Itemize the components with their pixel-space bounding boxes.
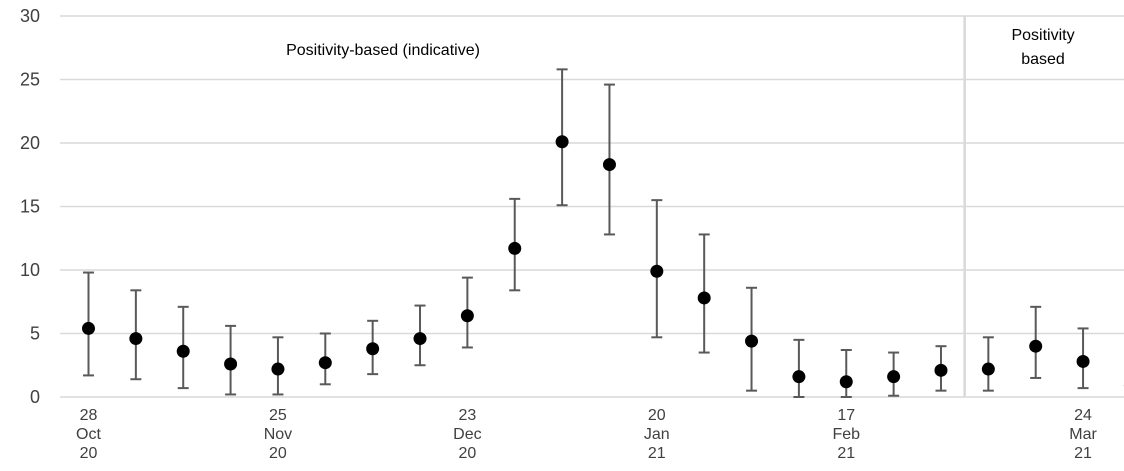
x-tick-label-0-line1: 28 [80, 407, 98, 424]
x-tick-label-0-line3: 20 [80, 445, 98, 462]
period-annotations: Positivity-based (indicative) Positivity… [286, 27, 1074, 68]
data-point-19 [981, 362, 995, 376]
y-tick-label-10: 10 [20, 260, 40, 280]
x-tick-label-4-line1: 25 [269, 407, 287, 424]
data-point-9 [508, 241, 522, 255]
x-tick-label-4-line2: Nov [264, 426, 292, 443]
data-points [82, 135, 1124, 389]
x-tick-label-21-line3: 21 [1074, 445, 1092, 462]
data-point-10 [555, 135, 569, 149]
data-point-15 [792, 370, 806, 384]
data-point-6 [366, 342, 380, 356]
data-point-11 [602, 158, 616, 172]
data-point-5 [318, 356, 332, 370]
data-point-12 [650, 264, 664, 278]
period-label-positivity-line1: Positivity [1011, 27, 1074, 44]
x-tick-label-8-line1: 23 [458, 407, 476, 424]
x-tick-label-4-line3: 20 [269, 445, 287, 462]
y-tick-label-30: 30 [20, 6, 40, 26]
y-tick-label-25: 25 [20, 70, 40, 90]
data-point-17 [887, 370, 901, 384]
x-tick-label-12-line1: 20 [648, 407, 666, 424]
x-tick-label-21-line1: 24 [1074, 407, 1092, 424]
x-tick-label-16-line1: 17 [837, 407, 855, 424]
y-axis-tick-labels: 0 5 10 15 20 25 30 [20, 6, 40, 407]
x-tick-label-12-line2: Jan [644, 426, 670, 443]
error-bars [83, 68, 1089, 398]
data-point-18 [934, 363, 948, 377]
data-point-3 [224, 357, 238, 371]
data-point-13 [697, 291, 711, 305]
data-point-0 [82, 321, 95, 335]
data-point-21 [1076, 354, 1090, 368]
x-tick-label-21-line2: Mar [1069, 426, 1097, 443]
data-point-2 [176, 344, 190, 358]
data-point-20 [1029, 339, 1043, 353]
x-axis-date-labels: 28 Oct 20 25 Nov 20 23 Dec 20 20 Jan 21 17 Feb 21 24 Mar… [76, 407, 1097, 462]
y-tick-label-5: 5 [30, 324, 40, 344]
data-point-7 [413, 332, 427, 346]
x-tick-label-12-line3: 21 [648, 445, 666, 462]
period-label-indicative: Positivity-based (indicative) [286, 42, 480, 59]
x-tick-label-8-line2: Dec [453, 426, 481, 443]
data-point-16 [839, 375, 853, 389]
data-point-1 [129, 332, 143, 346]
x-tick-label-8-line3: 20 [458, 445, 476, 462]
error-bar-16 [840, 349, 852, 398]
x-tick-label-16-line3: 21 [837, 445, 855, 462]
y-tick-label-15: 15 [20, 197, 40, 217]
gridlines [60, 15, 1124, 398]
x-tick-label-16-line2: Feb [832, 426, 860, 443]
data-point-4 [271, 362, 285, 376]
error-bar-15 [793, 338, 805, 398]
y-tick-label-20: 20 [20, 133, 40, 153]
period-label-positivity-line2: based [1021, 51, 1065, 68]
data-point-8 [460, 309, 474, 323]
x-tick-label-0-line2: Oct [76, 426, 101, 443]
y-tick-label-0: 0 [30, 387, 40, 407]
data-point-14 [745, 334, 759, 348]
